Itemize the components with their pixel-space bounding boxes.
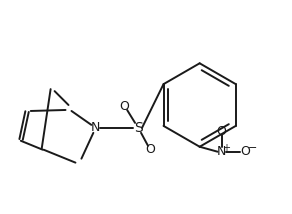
Text: N: N [91, 121, 100, 134]
Text: +: + [223, 143, 230, 153]
Text: −: − [248, 143, 257, 153]
Text: S: S [134, 121, 142, 135]
Text: O: O [119, 100, 129, 113]
Text: O: O [145, 143, 155, 156]
Text: O: O [217, 125, 226, 138]
Text: O: O [240, 145, 250, 158]
Text: N: N [217, 145, 226, 158]
